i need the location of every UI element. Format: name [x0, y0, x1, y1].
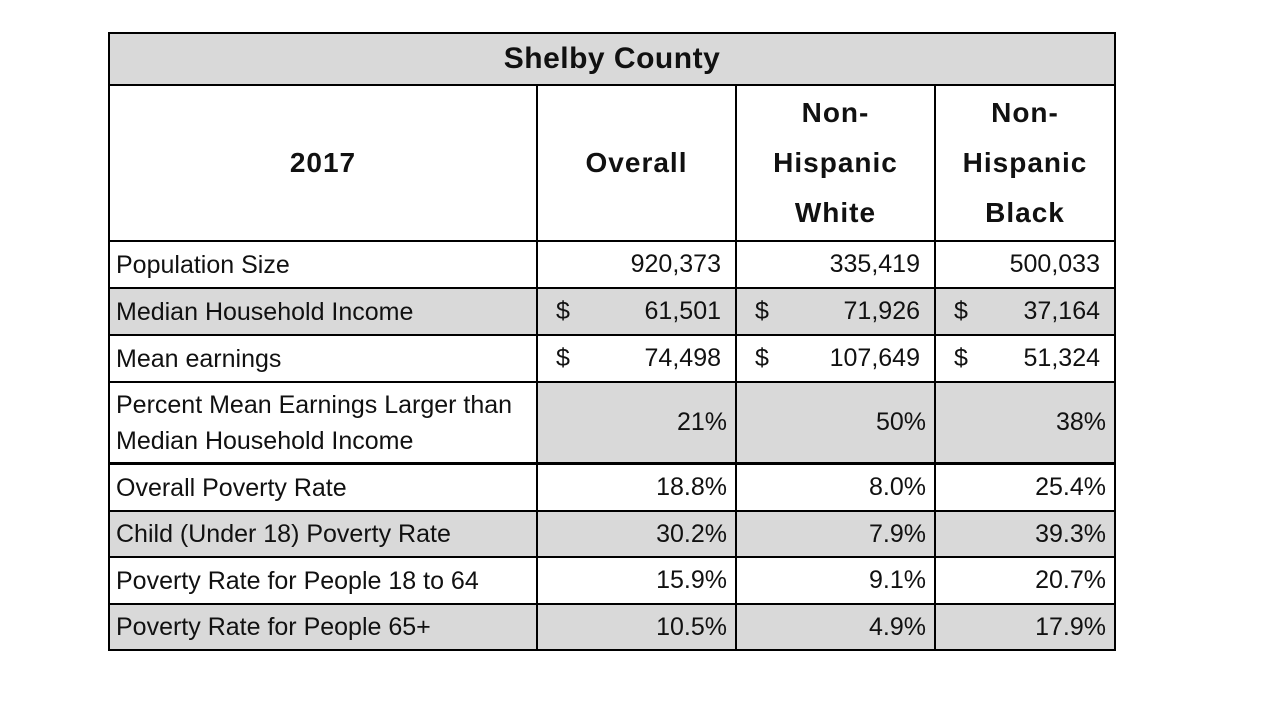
table-row: Population Size 920,373 335,419 500,033	[110, 240, 1114, 287]
value-white: 50%	[737, 383, 936, 462]
value-overall: 21%	[538, 383, 737, 462]
row-label: Overall Poverty Rate	[110, 465, 538, 510]
value-black: 39.3%	[1035, 519, 1106, 548]
value-overall: $74,498	[538, 336, 737, 381]
value-overall: 10.5%	[538, 605, 737, 649]
value-white: 7.9%	[737, 512, 936, 556]
value-white: $71,926	[737, 289, 936, 334]
value-black: 17.9%	[1035, 612, 1106, 641]
value-white: 335,419	[737, 242, 936, 287]
header-non-hispanic-black: Non- Hispanic Black	[962, 97, 1088, 228]
row-label: Median Household Income	[110, 289, 538, 334]
value-overall: 18.8%	[538, 465, 737, 510]
value-black: 500,033	[1009, 250, 1100, 278]
row-label: Percent Mean Earnings Larger than Median…	[110, 383, 538, 462]
value-black: $51,324	[936, 336, 1114, 381]
value-overall: 15.9%	[538, 558, 737, 603]
table-title: Shelby County	[110, 34, 1114, 86]
currency-symbol: $	[755, 297, 769, 325]
value-black: 25.4%	[1035, 473, 1106, 501]
table-row: Overall Poverty Rate 18.8% 8.0% 25.4%	[110, 462, 1114, 510]
currency-symbol: $	[954, 344, 968, 372]
currency-symbol: $	[954, 297, 968, 325]
value-black: $37,164	[936, 289, 1114, 334]
row-label: Mean earnings	[110, 336, 538, 381]
table-row: Poverty Rate for People 65+ 10.5% 4.9% 1…	[110, 603, 1114, 649]
value-white: $107,649	[737, 336, 936, 381]
value-black: 38%	[936, 383, 1114, 462]
value-overall: $61,501	[538, 289, 737, 334]
value-overall: 920,373	[538, 242, 737, 287]
currency-symbol: $	[556, 344, 570, 372]
header-non-hispanic-white: Non- Hispanic White	[737, 86, 936, 240]
row-label: Poverty Rate for People 65+	[110, 605, 538, 649]
value-white: 4.9%	[737, 605, 936, 649]
value-black: 20.7%	[1035, 566, 1106, 594]
table-row: Child (Under 18) Poverty Rate 30.2% 7.9%…	[110, 510, 1114, 556]
value-white: 8.0%	[737, 465, 936, 510]
currency-symbol: $	[556, 297, 570, 325]
header-row: 2017 Overall Non- Hispanic White Non- Hi…	[110, 86, 1114, 240]
table-row: Percent Mean Earnings Larger than Median…	[110, 381, 1114, 462]
value-overall: 30.2%	[538, 512, 737, 556]
data-table: Shelby County 2017 Overall Non- Hispanic…	[108, 32, 1116, 651]
value-white: 9.1%	[737, 558, 936, 603]
header-overall: Overall	[538, 86, 737, 240]
header-year: 2017	[110, 86, 538, 240]
row-label: Poverty Rate for People 18 to 64	[110, 558, 538, 603]
row-label: Population Size	[110, 242, 538, 287]
table-row: Median Household Income $61,501 $71,926 …	[110, 287, 1114, 334]
table-row: Poverty Rate for People 18 to 64 15.9% 9…	[110, 556, 1114, 603]
currency-symbol: $	[755, 344, 769, 372]
row-label: Child (Under 18) Poverty Rate	[110, 512, 538, 556]
table-row: Mean earnings $74,498 $107,649 $51,324	[110, 334, 1114, 381]
